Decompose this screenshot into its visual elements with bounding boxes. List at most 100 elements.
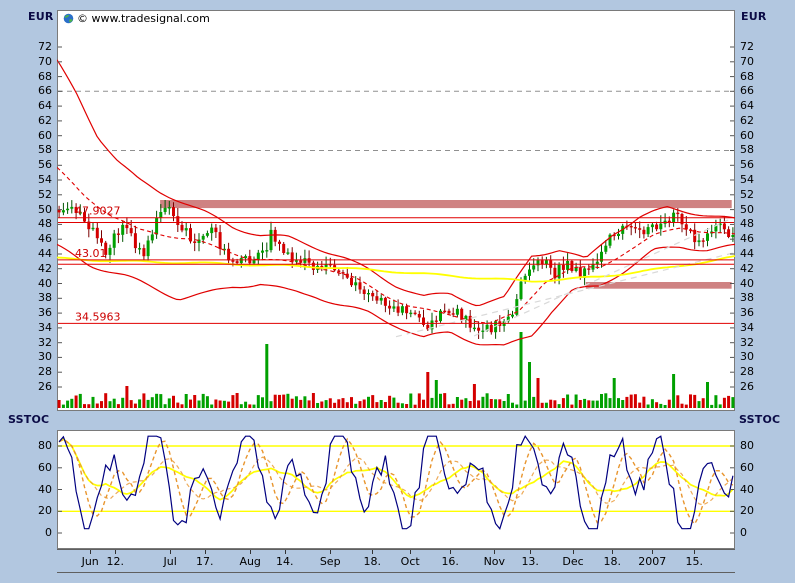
volume-bar — [290, 398, 294, 408]
price-axis-label-left: 34 — [38, 320, 52, 334]
volume-bar — [235, 393, 239, 408]
x-axis-label: Jul — [163, 555, 177, 568]
volume-bar — [553, 400, 557, 408]
x-axis-label: 13. — [521, 555, 539, 568]
volume-bar — [625, 396, 629, 408]
candle-body — [455, 308, 459, 315]
candle-body — [362, 289, 366, 294]
volume-bar — [417, 393, 421, 408]
price-axis-label-right: 68 — [740, 69, 754, 83]
price-level-label: 43.01 — [75, 247, 107, 260]
x-axis-label: 18. — [603, 555, 622, 568]
volume-bar — [286, 393, 290, 408]
x-axis-tick — [530, 550, 532, 554]
candle-body — [464, 315, 468, 320]
volume-bar — [273, 394, 277, 408]
candle-body — [235, 261, 239, 263]
candle-body — [430, 320, 434, 330]
volume-bar — [455, 397, 459, 408]
price-axis-label-right: 70 — [740, 54, 754, 68]
volume-bar — [133, 403, 137, 408]
price-axis-label-left: 46 — [38, 232, 52, 246]
volume-bar — [87, 404, 91, 408]
candle-body — [706, 233, 709, 241]
candle-body — [354, 282, 358, 286]
volume-bar — [316, 403, 320, 408]
volume-bar — [566, 394, 570, 408]
price-axis-label-right: 32 — [740, 335, 754, 349]
volume-bar — [718, 404, 722, 408]
candle-body — [485, 324, 489, 331]
x-axis-tick — [573, 550, 574, 554]
volume-bar — [536, 378, 540, 408]
bollinger-upper-line — [57, 59, 735, 307]
volume-bar — [61, 404, 65, 408]
volume-bar — [367, 396, 370, 408]
candle-body — [341, 272, 345, 274]
sstoc-axis-label-left: 60 — [38, 460, 52, 474]
dashed-gridlines — [58, 90, 734, 151]
volume-bar — [138, 399, 142, 408]
price-axis-label-left: 66 — [38, 84, 52, 98]
volume-bar — [650, 399, 654, 408]
price-level-label: 47.9027 — [75, 205, 121, 218]
candle-body — [121, 224, 125, 235]
candle-body — [227, 248, 231, 261]
volume-bar — [697, 401, 701, 408]
sstoc-axis-label-left: 20 — [38, 504, 52, 518]
x-axis-label: Aug — [239, 555, 261, 568]
candle-body — [468, 315, 472, 328]
volume-bar — [468, 401, 472, 408]
sstoc-axis-label-left: 40 — [38, 482, 52, 496]
candle-body — [57, 209, 61, 213]
price-axis-label-right: 26 — [740, 380, 754, 393]
candle-body — [320, 265, 324, 268]
candle-body — [646, 227, 650, 235]
candle-body — [722, 223, 726, 230]
volume-bar — [256, 395, 260, 408]
candle-body — [184, 228, 188, 231]
volume-bar — [91, 396, 95, 408]
volume-bar — [324, 400, 328, 408]
candle-body — [396, 306, 400, 313]
volume-bar — [197, 400, 201, 408]
volume-bar — [549, 399, 553, 408]
volume-bar — [299, 399, 303, 408]
volume-bar — [489, 399, 493, 408]
sstoc-slow-line-2 — [58, 438, 734, 506]
candle-body — [434, 320, 438, 322]
volume-bar — [146, 399, 150, 408]
right-axis-currency-label: EUR — [741, 10, 767, 23]
candle-body — [638, 228, 642, 230]
volume-bar — [83, 404, 86, 408]
price-axis-label-right: 56 — [740, 158, 754, 172]
x-axis-label: 17. — [196, 555, 214, 568]
candle-body — [244, 256, 248, 259]
volume-bar — [265, 344, 269, 408]
price-axis-label-right: 36 — [740, 306, 754, 320]
volume-bar — [375, 402, 379, 408]
sstoc-panel-background — [57, 430, 735, 549]
candle-body — [256, 252, 260, 261]
volume-bar — [400, 403, 404, 408]
candle-body — [532, 265, 536, 270]
candle-body — [697, 240, 701, 243]
candle-body — [489, 324, 493, 333]
volume-bar — [629, 394, 633, 408]
price-axis-label-right: 44 — [740, 246, 754, 260]
volume-bar — [201, 393, 205, 408]
candle-body — [608, 234, 612, 246]
candle-body — [66, 208, 70, 211]
volume-bar — [239, 404, 243, 408]
volume-bar — [159, 394, 163, 408]
volume-bar — [727, 395, 731, 408]
volume-bar — [218, 400, 222, 408]
price-axis-label-left: 48 — [38, 217, 52, 231]
candle-body — [587, 268, 591, 270]
volume-bar — [591, 400, 595, 408]
candle-body — [358, 282, 362, 290]
candle-body — [511, 314, 514, 317]
volume-bar — [252, 404, 256, 408]
candle-body — [239, 258, 243, 264]
price-axis-label-left: 56 — [38, 158, 52, 172]
